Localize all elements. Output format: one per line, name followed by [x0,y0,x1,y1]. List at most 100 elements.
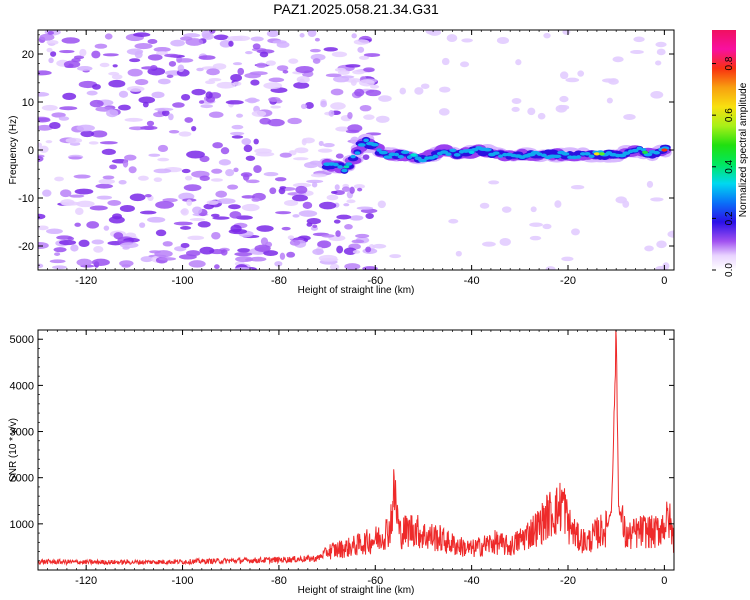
x-tick-label: -40 [464,275,480,287]
x-tick-label: 0 [661,275,667,287]
noise-blob [288,58,299,64]
noise-blob [192,206,203,215]
noise-blob [330,102,346,110]
noise-blob [99,62,110,68]
noise-blob [183,33,201,38]
noise-blob [60,189,72,198]
noise-blob [46,47,53,53]
noise-blob-faint [560,71,569,80]
noise-blob [363,67,375,73]
noise-blob-faint [438,108,450,116]
noise-blob [191,126,197,132]
noise-blob [357,187,363,192]
noise-blob-faint [554,200,562,208]
signal-blob [397,154,405,159]
noise-blob-faint [389,254,402,259]
noise-blob [229,211,242,219]
signal-blob [492,151,500,155]
noise-blob [321,234,335,238]
y-tick-label: -20 [18,241,34,253]
noise-blob [363,114,375,120]
noise-blob [205,91,213,99]
noise-blob [363,53,381,57]
noise-blob-faint [511,98,522,104]
noise-blob [199,246,215,255]
noise-blob [241,195,256,199]
noise-blob [137,175,149,181]
noise-blob [96,195,113,200]
noise-blob [106,109,119,118]
noise-blob-faint [667,230,674,238]
noise-blob [243,144,253,153]
noise-blob-faint [646,180,654,188]
noise-blob-faint [377,200,386,209]
signal-peak [593,152,600,156]
noise-blob [215,190,228,198]
noise-blob [60,199,75,206]
noise-blob-faint [446,34,458,43]
signal-blob [400,150,410,154]
noise-blob [208,111,224,118]
noise-blob [318,140,324,147]
noise-blob [294,147,309,154]
noise-blob [256,225,274,232]
noise-blob [296,75,310,84]
noise-blob [304,101,314,109]
noise-blob [214,264,220,270]
noise-blob [276,65,289,71]
noise-blob [76,258,93,267]
noise-blob [94,43,108,49]
noise-blob-faint [441,57,450,66]
colorbar-gradient [712,30,736,270]
noise-blob-faint [488,180,500,185]
noise-blob [344,263,361,270]
noise-blob-faint [414,87,424,95]
noise-blob-faint [558,104,570,110]
signal-blob [350,154,356,159]
noise-blob [118,90,129,98]
noise-blob [49,122,61,130]
noise-blob [53,247,67,253]
noise-blob [228,204,241,210]
noise-blob [198,100,205,104]
noise-blob [237,67,245,76]
noise-blob [147,54,163,61]
noise-blob [140,125,158,131]
noise-blob [185,250,201,257]
noise-blob [211,168,223,174]
noise-blob-faint [372,243,387,249]
noise-blob [65,137,83,144]
noise-blob [206,68,220,76]
signal-blob [376,148,382,152]
noise-blob [270,105,282,109]
signal-blob [393,152,400,157]
noise-blob [80,130,95,138]
noise-blob-faint [655,60,662,66]
noise-blob [268,77,285,83]
noise-blob [268,96,281,103]
noise-blob [155,51,169,56]
noise-blob [107,199,122,206]
noise-blob [354,88,365,97]
x-tick-label: 0 [661,575,667,587]
x-tick-label: -100 [172,575,194,587]
signal-blob [622,151,631,156]
noise-blob [124,117,143,122]
noise-blob [343,203,350,207]
noise-blob-faint [644,245,654,252]
noise-blob-faint [650,90,664,99]
spectrogram-y-axis-label: Frequency (Hz) [8,116,19,185]
noise-blob [198,55,216,60]
noise-blob [228,228,248,235]
noise-blob [266,30,279,38]
noise-blob [299,33,305,38]
noise-blob [111,74,123,80]
noise-blob [206,200,219,205]
noise-blob [126,48,144,55]
noise-blob-faint [420,83,430,89]
noise-blob [76,124,95,132]
noise-blob [177,64,185,73]
noise-blob [252,43,261,50]
